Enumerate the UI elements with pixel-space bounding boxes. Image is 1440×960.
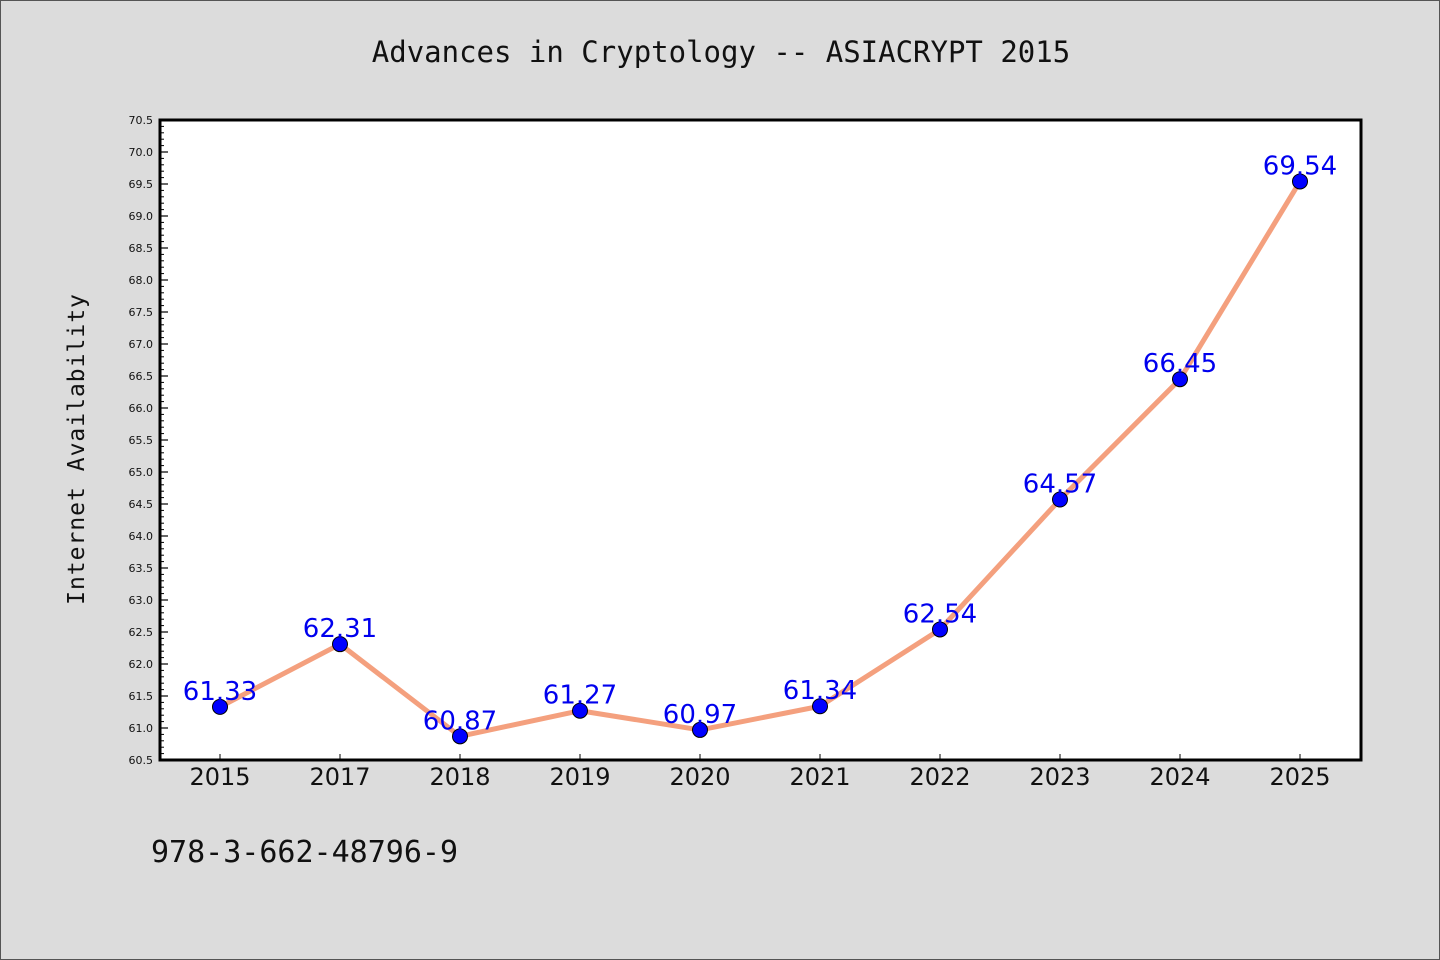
data-point [812, 698, 828, 715]
y-tick-label: 68.5 [129, 242, 154, 255]
x-tick-label: 2023 [1029, 763, 1090, 791]
plot-area [158, 118, 1363, 762]
y-tick-label: 65.0 [129, 466, 154, 479]
x-tick-label: 2015 [189, 763, 250, 791]
data-label: 66.45 [1143, 349, 1217, 379]
x-axis: 2015 2017 2018 2019 2020 2021 2022 2023 2024 2025 [189, 754, 1331, 791]
data-point [1172, 371, 1188, 388]
data-point [332, 636, 348, 653]
data-label: 60.97 [663, 700, 737, 730]
y-tick-label: 63.0 [129, 594, 154, 607]
y-tick-label: 64.5 [129, 498, 154, 511]
data-label: 61.34 [783, 676, 857, 706]
y-tick-label: 64.0 [129, 530, 154, 543]
data-point [572, 702, 588, 719]
x-tick-label: 2021 [789, 763, 850, 791]
y-tick-label: 63.5 [129, 562, 154, 575]
y-tick-label: 67.0 [129, 338, 154, 351]
data-label: 61.33 [183, 677, 257, 707]
x-tick-label: 2025 [1269, 763, 1330, 791]
data-point [1052, 491, 1068, 508]
data-label: 64.57 [1023, 470, 1097, 500]
data-label: 61.27 [543, 681, 617, 711]
y-tick-label: 65.5 [129, 434, 154, 447]
data-point [1292, 173, 1308, 190]
x-tick-label: 2024 [1149, 763, 1210, 791]
y-tick-label: 61.5 [129, 690, 154, 703]
data-label: 69.54 [1263, 151, 1337, 181]
x-tick-label: 2019 [549, 763, 610, 791]
y-tick-label: 61.0 [129, 722, 154, 735]
x-tick-label: 2022 [909, 763, 970, 791]
chart-title: Advances in Cryptology -- ASIACRYPT 2015 [371, 35, 1071, 69]
y-tick-label: 62.0 [129, 658, 154, 671]
series-group [212, 173, 1308, 745]
x-tick-label: 2020 [669, 763, 730, 791]
y-tick-label: 69.0 [129, 210, 154, 223]
y-tick-label: 67.5 [129, 306, 154, 319]
y-tick-label: 60.5 [129, 754, 154, 767]
data-point [692, 721, 708, 738]
data-point [212, 698, 228, 715]
data-point [452, 728, 468, 745]
series-line [217, 178, 1303, 739]
data-label: 60.87 [423, 706, 497, 736]
footer-isbn: 978-3-662-48796-9 [151, 835, 459, 870]
y-axis: 60.5 61.0 61.5 62.0 62.5 63.0 63.5 64.0 64.5 65.0… [129, 114, 168, 767]
x-tick-label: 2018 [429, 763, 490, 791]
y-tick-label: 70.5 [129, 114, 154, 127]
data-label: 62.31 [303, 614, 377, 644]
y-tick-label: 69.5 [129, 178, 154, 191]
y-tick-label: 66.5 [129, 370, 154, 383]
data-labels-group: 61.33 62.31 60.87 61.27 60.97 61.34 62.54 64.57… [183, 151, 1337, 736]
y-tick-label: 66.0 [129, 402, 154, 415]
y-tick-label: 62.5 [129, 626, 154, 639]
y-tick-label: 70.0 [129, 146, 154, 159]
data-point [932, 621, 948, 638]
x-tick-label: 2017 [309, 763, 370, 791]
data-label: 62.54 [903, 599, 977, 629]
y-tick-label: 68.0 [129, 274, 154, 287]
